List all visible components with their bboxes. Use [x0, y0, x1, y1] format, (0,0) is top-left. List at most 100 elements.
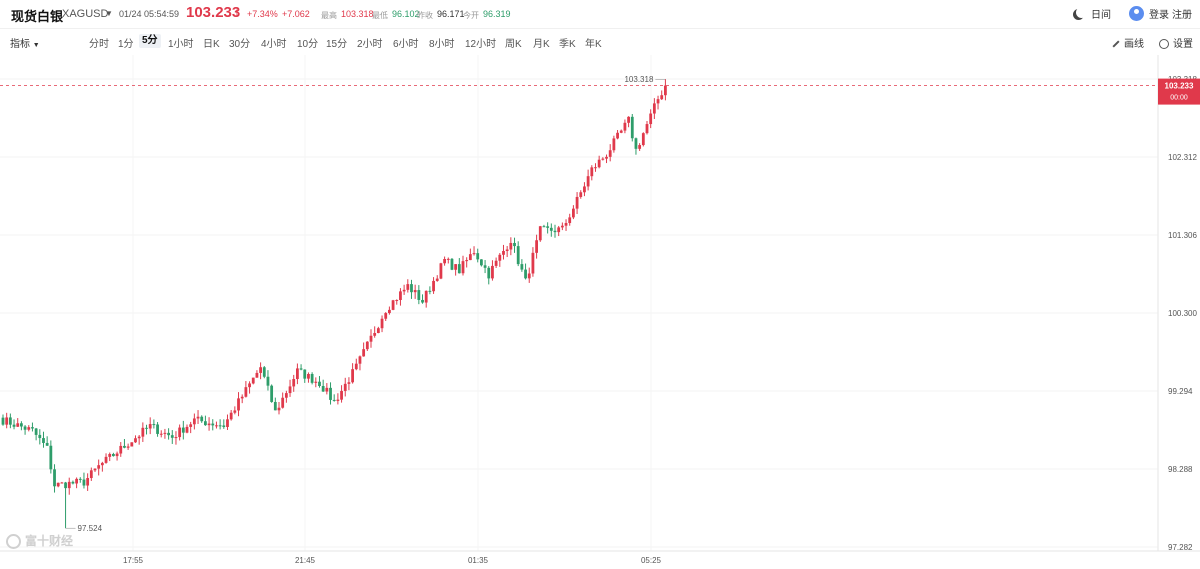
period-tab[interactable]: 季K	[559, 39, 576, 50]
candle-body	[67, 481, 71, 489]
draw-tool-button[interactable]: 画线	[1112, 35, 1144, 50]
candle-body	[649, 113, 653, 125]
candle-body	[509, 242, 513, 250]
candle-body	[226, 419, 229, 427]
period-tab[interactable]: 15分	[326, 39, 348, 50]
period-tab[interactable]: 周K	[505, 39, 522, 50]
candle-body	[428, 290, 432, 292]
y-tick-label: 98.288	[1168, 465, 1193, 474]
candle-body	[104, 456, 108, 463]
candle-body	[310, 373, 314, 383]
candle-body	[572, 208, 575, 218]
period-tab[interactable]: 1小时	[168, 39, 194, 50]
login-button[interactable]: 登录	[1129, 6, 1169, 21]
candle-body	[579, 192, 583, 197]
last-price-tag	[1158, 78, 1200, 105]
candle-body	[439, 263, 443, 279]
candle-body	[384, 313, 388, 319]
candle-body	[468, 254, 472, 261]
period-tab[interactable]: 30分	[229, 39, 251, 50]
watermark-logo-icon	[6, 534, 21, 550]
stat-high-value: 103.318	[341, 9, 374, 19]
candle-body	[189, 424, 193, 427]
period-tab[interactable]: 1分	[118, 39, 134, 50]
candle-body	[454, 264, 458, 270]
settings-button[interactable]: 设置	[1159, 35, 1193, 50]
candle-body	[123, 445, 126, 448]
candle-body	[417, 290, 421, 300]
period-tab[interactable]: 10分	[297, 39, 319, 50]
candle-body	[23, 426, 27, 430]
candle-body	[115, 453, 119, 457]
theme-toggle[interactable]: 日间	[1072, 6, 1111, 21]
stat-prevclose-value: 96.171	[437, 9, 465, 19]
candle-body	[362, 349, 366, 357]
candle-body	[259, 367, 262, 373]
indicator-menu[interactable]: 指标 ▼	[10, 35, 40, 50]
candle-body	[524, 269, 527, 279]
candle-body	[314, 381, 318, 383]
theme-label: 日间	[1091, 10, 1111, 21]
candle-body	[12, 424, 16, 427]
y-tick-label: 99.294	[1168, 387, 1193, 396]
period-tab[interactable]: 月K	[533, 39, 550, 50]
candle-body	[262, 367, 266, 377]
candle-body	[483, 265, 487, 268]
quote-header: 现货白银 XAGUSD ▼ 01/24 05:54:59 103.233 ↑ +…	[0, 0, 1200, 29]
candle-body	[343, 383, 347, 391]
candle-body	[520, 264, 524, 270]
period-tab[interactable]: 2小时	[357, 39, 383, 50]
period-tab[interactable]: 8小时	[429, 39, 455, 50]
watermark: 富十财经	[6, 532, 74, 550]
candle-body	[538, 226, 542, 241]
candle-body	[303, 369, 307, 379]
register-button[interactable]: 注册	[1172, 10, 1192, 21]
candle-body	[71, 481, 75, 484]
candle-body	[42, 438, 45, 443]
candlestick-chart[interactable]: 103.318 102.312 101.306 100.300 99.294 98.288…	[0, 55, 1200, 569]
caret-down-icon: ▼	[32, 42, 40, 49]
x-tick-label: 01:35	[468, 556, 489, 565]
candle-body	[435, 278, 439, 281]
candle-body	[299, 368, 303, 370]
period-tab[interactable]: 6小时	[393, 39, 419, 50]
symbol-selector[interactable]: XAGUSD	[62, 8, 109, 20]
candle-body	[126, 446, 130, 448]
high-label: 103.318	[624, 75, 653, 84]
period-tab-active[interactable]: 5分	[139, 34, 161, 48]
candle-body	[318, 381, 321, 387]
candle-body	[395, 299, 399, 301]
candle-body	[229, 412, 233, 420]
candle-body	[388, 309, 391, 314]
chevron-down-icon[interactable]: ▼	[105, 9, 113, 18]
candle-body	[527, 273, 531, 279]
candle-body	[181, 427, 185, 433]
candle-body	[34, 428, 38, 435]
candle-body	[148, 424, 152, 429]
candle-body	[502, 250, 505, 255]
stat-open-label: 今开	[463, 11, 479, 20]
candle-body	[553, 230, 557, 233]
stat-low-value: 96.102	[392, 9, 420, 19]
candle-body	[465, 260, 469, 262]
candle-body	[340, 390, 343, 400]
candle-body	[31, 427, 34, 429]
period-tab[interactable]: 分时	[89, 39, 109, 50]
candle-body	[406, 284, 410, 290]
watermark-text: 富十财经	[25, 534, 74, 548]
last-time-label: 00:00	[1170, 95, 1188, 102]
candle-body	[174, 437, 178, 439]
candle-body	[505, 249, 509, 251]
candle-body	[601, 158, 605, 160]
period-tab[interactable]: 4小时	[261, 39, 287, 50]
candle-body	[248, 383, 251, 388]
candle-body	[112, 453, 115, 457]
period-tab[interactable]: 12小时	[465, 39, 497, 50]
candle-body	[347, 382, 351, 384]
candle-body	[244, 387, 248, 397]
period-tab[interactable]: 年K	[585, 39, 602, 50]
candle-body	[583, 186, 586, 193]
overlays: 103.233 00:00 103.318 97.524	[0, 75, 1200, 533]
candle-body	[605, 156, 608, 159]
period-tab[interactable]: 日K	[203, 39, 220, 50]
